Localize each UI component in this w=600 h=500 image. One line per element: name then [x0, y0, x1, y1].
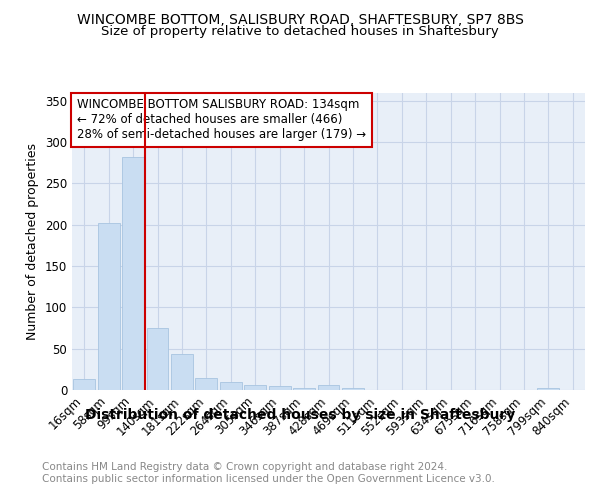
Bar — [293, 388, 315, 390]
Text: WINCOMBE BOTTOM SALISBURY ROAD: 134sqm
← 72% of detached houses are smaller (466: WINCOMBE BOTTOM SALISBURY ROAD: 134sqm ←… — [77, 98, 366, 142]
Bar — [171, 354, 193, 390]
Bar — [98, 223, 119, 390]
Y-axis label: Number of detached properties: Number of detached properties — [26, 143, 40, 340]
Bar — [317, 385, 340, 390]
Bar — [269, 386, 290, 390]
Bar — [122, 157, 144, 390]
Bar — [73, 380, 95, 390]
Text: WINCOMBE BOTTOM, SALISBURY ROAD, SHAFTESBURY, SP7 8BS: WINCOMBE BOTTOM, SALISBURY ROAD, SHAFTES… — [77, 12, 523, 26]
Bar — [196, 378, 217, 390]
Bar — [244, 385, 266, 390]
Text: Distribution of detached houses by size in Shaftesbury: Distribution of detached houses by size … — [85, 408, 515, 422]
Bar — [220, 382, 242, 390]
Bar — [538, 388, 559, 390]
Bar — [342, 388, 364, 390]
Text: Contains HM Land Registry data © Crown copyright and database right 2024.
Contai: Contains HM Land Registry data © Crown c… — [42, 462, 495, 484]
Bar — [146, 328, 169, 390]
Text: Size of property relative to detached houses in Shaftesbury: Size of property relative to detached ho… — [101, 25, 499, 38]
